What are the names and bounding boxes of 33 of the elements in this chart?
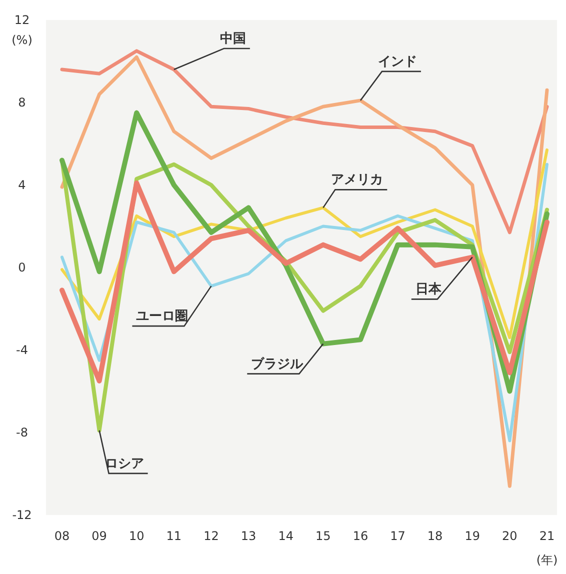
callout-pointer: ブラジル <box>247 343 324 374</box>
x-tick-label: 11 <box>166 529 182 543</box>
x-tick-label: 13 <box>240 529 256 543</box>
x-tick-label: 19 <box>464 529 480 543</box>
y-tick-label: 12 <box>14 13 30 28</box>
y-tick-label: -12 <box>12 508 32 522</box>
series-label: アメリカ <box>331 172 384 188</box>
x-tick-label: 15 <box>316 529 331 543</box>
x-tick-label: 21 <box>539 529 555 543</box>
y-tick-label: 0 <box>18 260 26 275</box>
callout-pointer: インド <box>360 54 421 101</box>
y-axis-title: (%) <box>12 33 32 47</box>
x-tick-label: 09 <box>92 529 107 543</box>
series-label: ユーロ圏 <box>136 309 188 324</box>
y-tick-label: 8 <box>18 96 26 110</box>
callout-pointer: 中国 <box>174 32 250 70</box>
x-tick-label: 17 <box>390 529 406 543</box>
x-tick-label: 20 <box>502 529 518 543</box>
series-label: ブラジル <box>251 356 304 372</box>
x-tick-label: 16 <box>352 529 368 543</box>
x-tick-label: 12 <box>204 529 219 543</box>
series-label: 日本 <box>415 282 442 298</box>
x-axis-title: (年) <box>536 553 558 567</box>
y-tick-label: -4 <box>16 343 28 358</box>
callout-pointer: ユーロ圏 <box>132 286 212 327</box>
y-tick-label: -8 <box>16 426 28 440</box>
callout-pointer: 日本 <box>411 256 473 300</box>
x-tick-label: 18 <box>427 529 443 543</box>
x-tick-label: 14 <box>278 529 294 543</box>
x-tick-label: 08 <box>54 529 70 543</box>
x-tick-label: 10 <box>128 529 144 543</box>
callout-pointer: アメリカ <box>322 172 388 208</box>
y-tick-label: 4 <box>18 178 26 192</box>
